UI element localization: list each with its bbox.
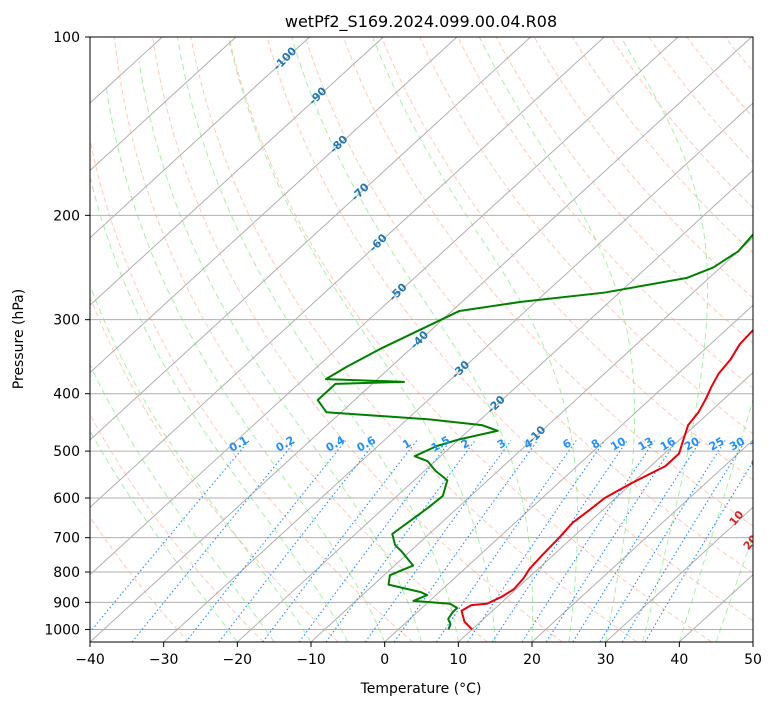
moist-adiabat-line — [90, 363, 275, 642]
profile-lines — [316, 232, 753, 631]
y-tick-label: 400 — [53, 387, 80, 403]
mixing-ratio-line — [599, 440, 726, 642]
dry-adiabat-line — [495, 37, 753, 344]
dry-adiabat-line — [190, 37, 638, 642]
isotherm-line — [90, 37, 237, 172]
dry-adiabat-line — [419, 37, 753, 435]
moist-adiabat-line — [90, 429, 238, 642]
x-tick-label: −20 — [223, 652, 253, 668]
mixing-ratio-line — [90, 440, 250, 633]
dry-adiabat-line — [304, 37, 753, 574]
dry-adiabat-line — [152, 37, 563, 642]
isotherm-line — [90, 37, 531, 441]
x-tick-label: −40 — [75, 652, 105, 668]
isotherm-line — [90, 37, 679, 576]
isotherm-line — [310, 237, 753, 642]
mixing-ratio-line — [325, 440, 476, 642]
isotherm-line — [90, 37, 384, 306]
x-tick-label: 20 — [523, 652, 541, 668]
mixing-ratio-line — [644, 460, 753, 642]
mixing-ratio-line — [572, 440, 702, 642]
isotherm-line — [605, 506, 753, 642]
dewpoint-profile-line — [316, 232, 753, 630]
dry-adiabat-label: 0 — [748, 456, 763, 470]
mixing-ratio-line — [298, 440, 451, 642]
isotherm-line — [457, 371, 753, 642]
chart-title: wetPf2_S169.2024.099.00.04.R08 — [285, 12, 557, 32]
dry-adiabat-line — [381, 37, 753, 481]
x-axis-label: Temperature (°C) — [360, 681, 482, 697]
mixing-ratio-line — [621, 440, 747, 642]
y-tick-label: 200 — [53, 208, 80, 224]
y-tick-label: 100 — [53, 30, 80, 46]
plot-frame — [89, 36, 754, 643]
mixing-ratio-line — [131, 440, 297, 642]
y-tick-label: 700 — [53, 531, 80, 547]
y-tick-label: 600 — [53, 491, 80, 507]
isotherm-line — [90, 37, 458, 374]
dry-adiabat-line — [266, 37, 753, 622]
isotherm-line — [90, 37, 752, 642]
moist-adiabat-line — [227, 37, 496, 642]
isotherm-line — [90, 37, 605, 508]
dry-adiabat-line — [90, 413, 264, 642]
mixing-ratio-line — [545, 440, 677, 642]
x-tick-label: −10 — [296, 652, 326, 668]
dry-adiabat-line — [533, 37, 753, 299]
mixing-ratio-line — [218, 440, 377, 642]
dry-adiabat-line — [457, 37, 753, 389]
y-tick-label: 900 — [53, 595, 80, 611]
y-tick-label: 800 — [53, 565, 80, 581]
mixing-ratio-line — [435, 440, 577, 642]
y-tick-label: 1000 — [44, 622, 80, 638]
axes: −40 −30 −20 −10 0 10 20 30 40 50 100 200 300 400 500 60… — [44, 30, 762, 668]
isotherm-line — [236, 169, 753, 642]
isotherm-line — [163, 102, 753, 642]
moist-adiabat-line — [372, 37, 579, 642]
dry-adiabat-line — [342, 37, 753, 527]
x-tick-label: 0 — [380, 652, 389, 668]
dry-adiabat-line — [113, 37, 488, 642]
moist-adiabat-line — [620, 37, 709, 642]
temperature-profile-line — [460, 328, 753, 631]
moist-adiabat-line — [105, 88, 386, 642]
moist-adiabat-line — [678, 397, 753, 642]
x-tick-label: 50 — [744, 652, 762, 668]
moist-adiabat-line — [291, 37, 534, 642]
x-tick-label: 30 — [597, 652, 615, 668]
mixing-ratio-line — [491, 440, 628, 642]
y-axis-label: Pressure (hPa) — [11, 289, 27, 389]
isotherm-line — [531, 439, 753, 642]
x-tick-label: −30 — [149, 652, 179, 668]
x-tick-label: 10 — [449, 652, 467, 668]
moist-adiabat-line — [138, 61, 422, 642]
moist-adiabat-line — [90, 174, 349, 642]
isotherm-line — [90, 37, 310, 239]
isotherm-line — [384, 304, 753, 642]
mixing-ratio-line — [467, 440, 606, 642]
x-tick-label: 40 — [670, 652, 688, 668]
y-tick-label: 500 — [53, 444, 80, 460]
moist-adiabat-line — [715, 534, 753, 642]
moist-adiabat-line — [478, 37, 636, 642]
y-tick-label: 300 — [53, 313, 80, 329]
mixing-ratio-label: 36 — [748, 434, 768, 453]
mixing-ratio-line — [364, 440, 512, 642]
